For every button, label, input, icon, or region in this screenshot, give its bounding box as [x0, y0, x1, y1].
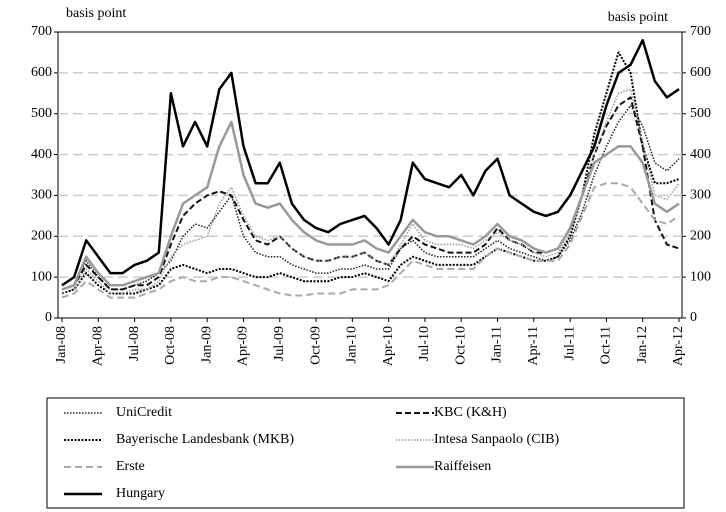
y2-tick-label: 100 [690, 269, 711, 284]
y2-tick-label: 200 [690, 229, 711, 244]
legend-label: Hungary [116, 486, 165, 501]
y2-tick-label: 700 [690, 24, 711, 39]
y-axis-label: basis point [66, 6, 126, 21]
x-tick-label: Oct-09 [308, 326, 323, 365]
y-tick-label: 400 [31, 147, 52, 162]
series-line [61, 38, 680, 287]
y2-tick-label: 300 [690, 188, 711, 203]
x-tick-label: Jan-08 [54, 326, 69, 363]
x-tick-label: Apr-12 [671, 326, 686, 366]
x-tick-label: Apr-11 [526, 326, 541, 366]
plot-frame [57, 31, 683, 319]
y2-tick-label: 400 [690, 147, 711, 162]
x-tick-label: Jan-10 [345, 326, 360, 363]
x-tick-label: Jan-12 [635, 326, 650, 363]
y-tick-label: 200 [31, 229, 52, 244]
legend-label: Bayerische Landesbank (MKB) [116, 432, 294, 447]
series-line [61, 96, 680, 291]
y-tick-label: 600 [31, 65, 52, 80]
y-tick-label: 700 [31, 24, 52, 39]
x-tick-label: Jul-08 [127, 326, 142, 361]
x-tick-label: Apr-09 [236, 326, 251, 366]
x-tick-label: Apr-10 [381, 326, 396, 366]
series-line [61, 88, 680, 295]
legend-label: Erste [116, 459, 145, 474]
legend-box [46, 397, 685, 509]
legend-label: KBC (K&H) [434, 405, 507, 420]
x-tick-label: Oct-11 [599, 326, 614, 364]
legend-label: Raiffeisen [434, 459, 491, 474]
x-tick-label: Jan-09 [199, 326, 214, 363]
x-tick-label: Jul-11 [562, 326, 577, 360]
x-tick-label: Jan-11 [490, 326, 505, 363]
legend-label: Intesa Sanpaolo (CIB) [434, 432, 560, 447]
y2-tick-label: 600 [690, 65, 711, 80]
x-tick-label: Jul-10 [417, 326, 432, 361]
y-tick-label: 500 [31, 106, 52, 121]
y-tick-label: 0 [45, 310, 52, 325]
x-tick-label: Oct-08 [163, 326, 178, 365]
y2-tick-label: 0 [690, 310, 697, 325]
legend-label: UniCredit [116, 405, 172, 420]
y2-tick-label: 500 [690, 106, 711, 121]
y-tick-label: 300 [31, 188, 52, 203]
y-tick-label: 100 [31, 269, 52, 284]
series-line [61, 120, 680, 291]
y2-axis-label: basis point [608, 10, 668, 25]
series-line [61, 104, 680, 291]
x-tick-label: Oct-10 [453, 326, 468, 365]
x-tick-label: Apr-08 [91, 326, 106, 366]
x-tick-label: Jul-09 [272, 326, 287, 361]
series-line [61, 182, 680, 299]
